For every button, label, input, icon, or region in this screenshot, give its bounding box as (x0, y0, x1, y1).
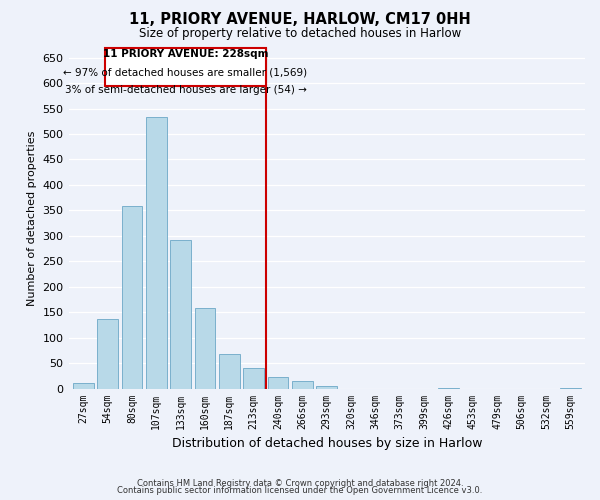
Text: Contains HM Land Registry data © Crown copyright and database right 2024.: Contains HM Land Registry data © Crown c… (137, 478, 463, 488)
Bar (146, 116, 167, 388)
Bar (244, 368, 264, 388)
Bar (316, 386, 337, 388)
Bar (122, 206, 142, 388)
Y-axis label: Number of detached properties: Number of detached properties (27, 130, 37, 306)
Text: 3% of semi-detached houses are larger (54) →: 3% of semi-detached houses are larger (5… (65, 85, 307, 95)
Bar (73, 384, 94, 388)
Bar (292, 381, 313, 388)
Text: 11 PRIORY AVENUE: 228sqm: 11 PRIORY AVENUE: 228sqm (103, 49, 268, 59)
Bar (219, 354, 239, 388)
Bar (170, 240, 191, 388)
Text: 11, PRIORY AVENUE, HARLOW, CM17 0HH: 11, PRIORY AVENUE, HARLOW, CM17 0HH (129, 12, 471, 28)
FancyBboxPatch shape (105, 48, 266, 86)
Bar (97, 319, 118, 388)
Text: Size of property relative to detached houses in Harlow: Size of property relative to detached ho… (139, 28, 461, 40)
Text: Contains public sector information licensed under the Open Government Licence v3: Contains public sector information licen… (118, 486, 482, 495)
Bar (194, 308, 215, 388)
Bar (268, 377, 289, 388)
X-axis label: Distribution of detached houses by size in Harlow: Distribution of detached houses by size … (172, 437, 482, 450)
Text: ← 97% of detached houses are smaller (1,569): ← 97% of detached houses are smaller (1,… (64, 68, 308, 78)
